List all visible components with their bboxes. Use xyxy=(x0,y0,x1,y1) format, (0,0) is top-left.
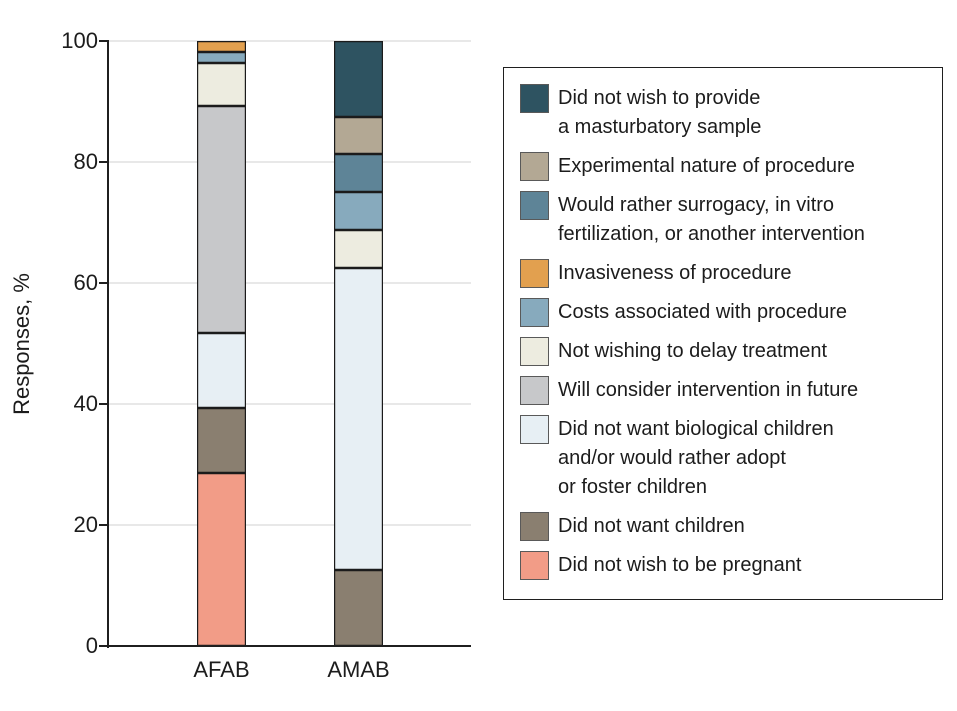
bar-segment xyxy=(334,116,383,155)
gridline-80 xyxy=(109,161,471,163)
plot-area xyxy=(109,40,471,646)
legend-label: Will consider intervention in future xyxy=(558,379,859,401)
legend-label: Did not wish to provide a masturbatory s… xyxy=(558,87,762,138)
bar-segment xyxy=(334,267,383,571)
bar-segment xyxy=(197,62,246,106)
legend-swatch xyxy=(520,191,549,220)
legend: Did not wish to provide a masturbatory s… xyxy=(503,67,943,600)
y-tick-mark-100 xyxy=(99,40,107,42)
legend-swatch xyxy=(520,298,549,327)
legend-item: Experimental nature of procedure xyxy=(520,152,928,181)
bar-segment xyxy=(334,192,383,231)
bar-segment xyxy=(334,41,383,117)
y-tick-label-80: 80 xyxy=(73,149,98,174)
bar-segment xyxy=(197,472,246,646)
x-axis-line xyxy=(107,645,471,647)
gridline-60 xyxy=(109,282,471,284)
legend-item: Did not want biological children and/or … xyxy=(520,415,928,502)
legend-swatch xyxy=(520,376,549,405)
legend-item: Did not wish to provide a masturbatory s… xyxy=(520,84,928,142)
y-tick-label-60: 60 xyxy=(73,270,98,295)
y-tick-label-40: 40 xyxy=(73,391,98,416)
legend-item: Will consider intervention in future xyxy=(520,376,928,405)
legend-item: Did not want children xyxy=(520,512,928,541)
bar-segment xyxy=(197,105,246,333)
x-category-label-afab: AFAB xyxy=(193,657,250,682)
y-axis-line xyxy=(107,40,109,648)
legend-item: Not wishing to delay treatment xyxy=(520,337,928,366)
y-tick-mark-60 xyxy=(99,282,107,284)
y-tick-mark-40 xyxy=(99,403,107,405)
y-tick-label-0: 0 xyxy=(85,633,98,658)
legend-swatch xyxy=(520,84,549,113)
legend-swatch xyxy=(520,337,549,366)
bar-segment xyxy=(197,51,246,63)
legend-item: Invasiveness of procedure xyxy=(520,259,928,288)
legend-label: Experimental nature of procedure xyxy=(558,155,855,177)
legend-label: Did not want children xyxy=(558,515,745,537)
legend-label: Not wishing to delay treatment xyxy=(558,340,828,362)
legend-item: Costs associated with procedure xyxy=(520,298,928,327)
y-tick-mark-20 xyxy=(99,524,107,526)
legend-label: Would rather surrogacy, in vitro fertili… xyxy=(558,194,865,245)
legend-label: Invasiveness of procedure xyxy=(558,262,792,284)
y-tick-mark-80 xyxy=(99,161,107,163)
gridline-40 xyxy=(109,403,471,405)
y-tick-mark-0 xyxy=(99,645,107,647)
bar-segment xyxy=(197,332,246,409)
bar-amab xyxy=(334,41,383,646)
x-category-label-amab: AMAB xyxy=(327,657,390,682)
legend-swatch xyxy=(520,415,549,444)
legend-label: Did not want biological children and/or … xyxy=(558,418,834,498)
legend-label: Did not wish to be pregnant xyxy=(558,554,802,576)
bar-segment xyxy=(197,41,246,52)
y-tick-label-100: 100 xyxy=(61,28,98,53)
legend-label: Costs associated with procedure xyxy=(558,301,848,323)
legend-item: Did not wish to be pregnant xyxy=(520,551,928,580)
bar-segment xyxy=(197,408,246,473)
legend-swatch xyxy=(520,259,549,288)
y-tick-label-20: 20 xyxy=(73,512,98,537)
gridline-20 xyxy=(109,524,471,526)
gridline-100 xyxy=(109,40,471,42)
legend-swatch xyxy=(520,512,549,541)
legend-item: Would rather surrogacy, in vitro fertili… xyxy=(520,191,928,249)
bar-segment xyxy=(334,570,383,646)
bar-segment xyxy=(334,154,383,193)
bar-segment xyxy=(334,230,383,268)
bar-afab xyxy=(197,41,246,646)
legend-swatch xyxy=(520,152,549,181)
legend-swatch xyxy=(520,551,549,580)
